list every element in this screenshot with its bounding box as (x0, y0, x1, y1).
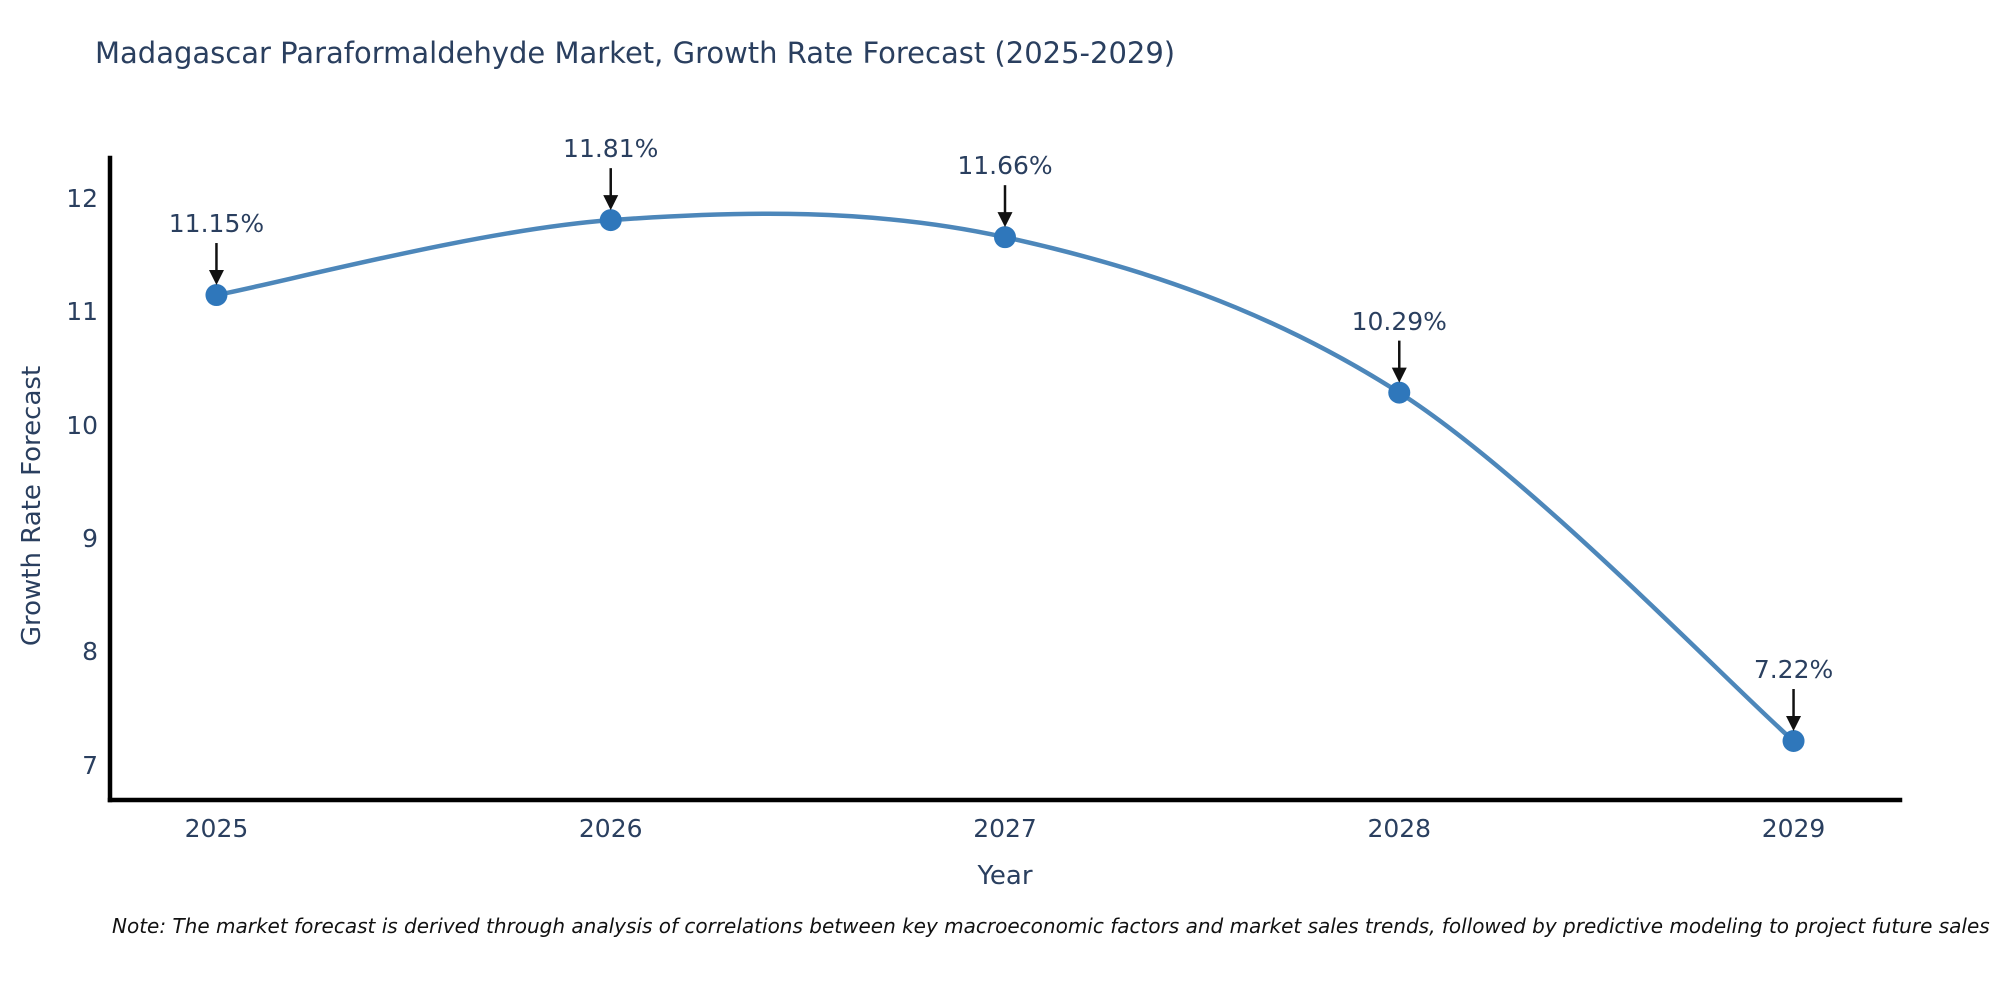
y-tick-label: 12 (66, 183, 98, 213)
data-point-2027[interactable] (994, 226, 1016, 249)
footnote: Note: The market forecast is derived thr… (112, 914, 1990, 938)
data-point-2028[interactable] (1388, 381, 1411, 404)
chart-title: Madagascar Paraformaldehyde Market, Grow… (95, 36, 1176, 70)
y-tick-label: 10 (66, 410, 98, 440)
annotation-arrowhead (997, 212, 1013, 228)
x-axis-title: Year (977, 861, 1033, 891)
annotation-arrowhead (603, 195, 619, 211)
annotation-arrowhead (1786, 715, 1802, 731)
x-tick-label: 2026 (578, 814, 643, 843)
annotation-arrowhead (1391, 367, 1407, 383)
annotation-arrowhead (208, 270, 224, 286)
data-point-2025[interactable] (205, 284, 228, 307)
y-tick-label: 9 (82, 524, 98, 553)
data-point-2026[interactable] (599, 209, 622, 232)
x-tick-label: 2027 (973, 814, 1037, 843)
data-point-2029[interactable] (1782, 729, 1805, 752)
y-tick-label: 8 (82, 637, 98, 667)
x-tick-label: 2025 (184, 814, 249, 843)
annotation-label: 11.66% (957, 151, 1053, 181)
x-tick-label: 2028 (1367, 814, 1432, 843)
forecast-line (216, 211, 1796, 743)
y-tick-label: 11 (66, 297, 98, 327)
annotation-label: 7.22% (1753, 654, 1834, 684)
y-tick-label: 7 (82, 750, 98, 780)
annotation-label: 10.29% (1351, 306, 1447, 336)
x-tick-label: 2029 (1761, 814, 1826, 843)
annotation-label: 11.81% (563, 134, 659, 164)
annotation-label: 11.15% (168, 209, 265, 239)
